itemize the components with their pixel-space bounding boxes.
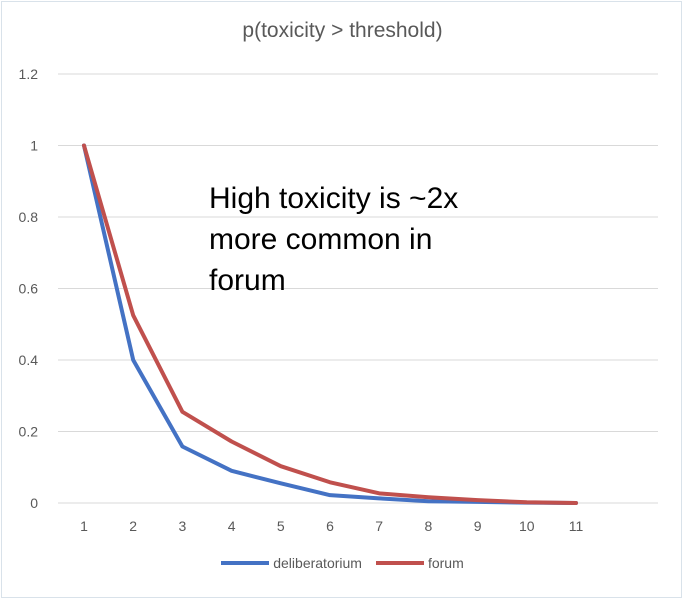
x-tick-label: 11 — [569, 518, 584, 534]
y-tick-label: 1 — [30, 138, 38, 154]
x-axis-ticks: 1 2 3 4 5 6 7 8 9 10 11 — [80, 518, 583, 534]
legend: deliberatorium forum — [0, 555, 685, 571]
y-tick-label: 0.4 — [19, 352, 39, 368]
legend-label: forum — [427, 555, 464, 571]
legend-label: deliberatorium — [273, 555, 362, 571]
y-tick-label: 0.6 — [19, 281, 39, 297]
legend-swatch — [375, 561, 424, 565]
x-tick-label: 4 — [228, 518, 236, 534]
chart-annotation: High toxicity is ~2x more common in foru… — [209, 182, 459, 297]
x-tick-label: 10 — [519, 518, 535, 534]
legend-swatch — [221, 561, 270, 565]
legend-item-deliberatorium: deliberatorium — [221, 555, 362, 571]
series-lines — [82, 143, 578, 505]
y-tick-label: 0.8 — [19, 209, 39, 225]
y-tick-label: 0.2 — [19, 424, 39, 440]
x-tick-label: 1 — [80, 518, 88, 534]
x-tick-label: 8 — [425, 518, 433, 534]
series-line-forum — [82, 143, 578, 505]
y-axis-ticks: 0 0.2 0.4 0.6 0.8 1 1.2 — [19, 66, 39, 511]
x-tick-label: 3 — [179, 518, 187, 534]
x-tick-label: 2 — [129, 518, 137, 534]
x-tick-label: 9 — [474, 518, 482, 534]
legend-item-forum: forum — [375, 555, 464, 571]
x-tick-label: 5 — [277, 518, 285, 534]
y-tick-label: 1.2 — [19, 66, 39, 82]
x-tick-label: 6 — [326, 518, 334, 534]
chart-title: p(toxicity > threshold) — [242, 19, 443, 42]
y-tick-label: 0 — [30, 495, 38, 511]
x-tick-label: 7 — [375, 518, 383, 534]
